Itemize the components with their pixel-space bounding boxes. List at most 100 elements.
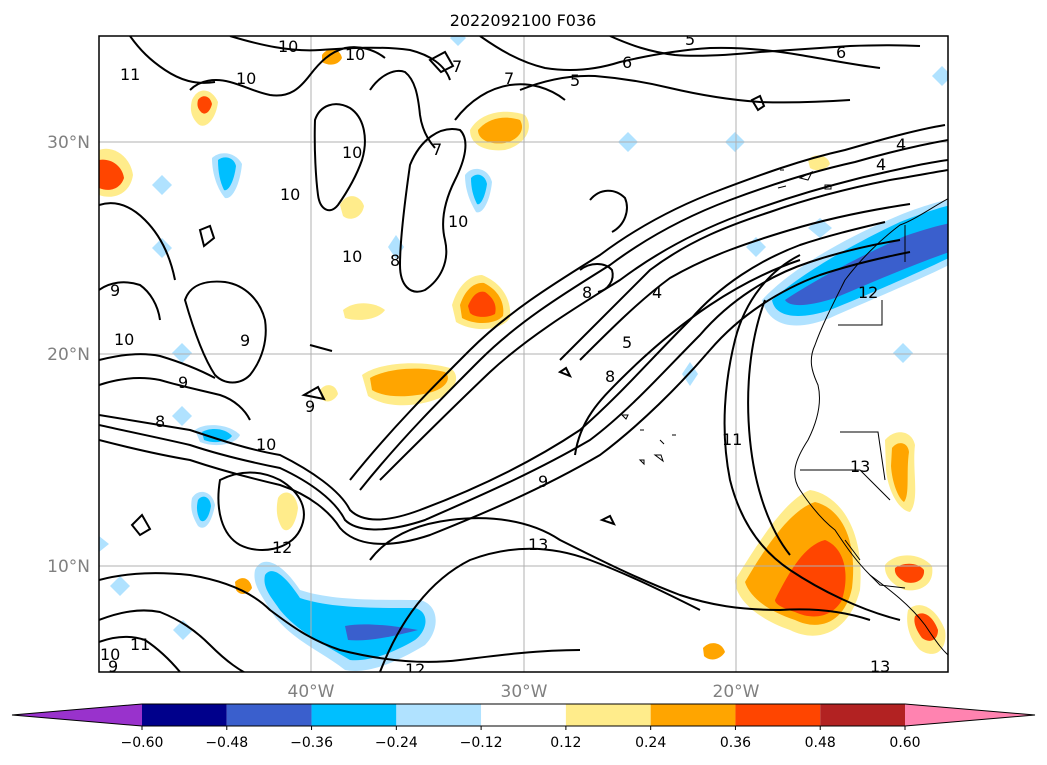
negative-anomaly-spot-8 (172, 406, 192, 426)
positive-anomaly-west-africa-inner (775, 540, 846, 617)
contour-label: 8 (605, 367, 615, 386)
coastline-africa (794, 198, 948, 656)
contour-label: 10 (256, 435, 276, 454)
positive-anomaly-northwest-core (99, 159, 124, 190)
contour-label: 7 (432, 140, 442, 159)
contour-label: 12 (858, 283, 878, 302)
contour-label: 11 (120, 65, 140, 84)
contour-line (99, 572, 581, 663)
contour-label: 10 (278, 37, 298, 56)
contour-label: 10 (342, 143, 362, 162)
colorbar: −0.60 −0.48 −0.36 −0.24 −0.12 0.12 0.24 0.36 0.4… (11, 703, 1036, 751)
contour-label: 4 (896, 135, 906, 154)
colorbar-segment (820, 704, 905, 726)
lat-label-20n: 20°N (47, 345, 90, 365)
positive-anomaly-small-6-core (891, 443, 909, 502)
contour-line (398, 128, 467, 293)
colorbar-tick-label: 0.60 (889, 735, 920, 751)
negative-anomaly-band-northeast-inner (785, 223, 948, 305)
contour-label: 10 (236, 69, 256, 88)
lat-label-30n: 30°N (47, 133, 90, 153)
negative-anomaly-spot-16 (110, 576, 130, 596)
colorbar-segment (396, 704, 482, 726)
contour-label: 10 (114, 330, 134, 349)
contour-line (99, 353, 216, 379)
contour-label: 5 (570, 71, 580, 90)
positive-anomaly-small-2 (340, 196, 364, 219)
contour-label: 8 (390, 251, 400, 270)
contour-label: 10 (448, 212, 468, 231)
contour-line (369, 517, 871, 621)
contour-line (428, 50, 455, 74)
contour-line (99, 376, 251, 421)
map-panel: 11 10 10 10 10 10 10 10 10 10 9 9 9 9 8 … (98, 35, 949, 679)
contour-label: 10 (342, 247, 362, 266)
map-frame (98, 35, 949, 673)
contour-line (574, 259, 801, 456)
positive-anomaly-small-1-core (197, 96, 212, 114)
positive-anomaly-small-9 (703, 643, 725, 660)
contour-line (99, 609, 246, 672)
negative-anomaly-spot-20 (450, 36, 466, 46)
colorbar-tick-label: 0.36 (720, 735, 751, 751)
negative-anomaly-spot-17 (173, 620, 193, 640)
contour-line (579, 203, 911, 361)
contour-label: 4 (876, 155, 886, 174)
contour-line (579, 263, 614, 293)
gridlines (99, 36, 948, 672)
colorbar-segment (481, 704, 566, 726)
contour-line (454, 83, 566, 121)
colorbar-tick-label: −0.12 (460, 735, 503, 751)
contour-label: 12 (405, 660, 425, 679)
colorbar-segment (311, 704, 397, 726)
contour-line (369, 70, 436, 149)
colorbar-tick-label: 0.12 (550, 735, 581, 751)
latitude-labels: 30°N 20°N 10°N (47, 133, 90, 577)
colorbar-segment (142, 704, 227, 726)
colorbar-tick-label: 0.24 (635, 735, 666, 751)
contour-line (519, 74, 851, 104)
contour-line (130, 513, 152, 537)
contour-line (198, 224, 216, 248)
lon-label-40w: 40°W (288, 682, 335, 702)
contour-line (183, 280, 267, 384)
contour-label: 9 (108, 657, 118, 676)
contour-label: 9 (538, 472, 548, 491)
contour-label: 11 (722, 430, 742, 449)
contour-line (747, 299, 791, 556)
contour-line (129, 36, 216, 84)
positive-anomaly-small-3 (343, 303, 385, 320)
contour-label: 9 (110, 281, 120, 300)
contour-line (349, 124, 946, 481)
coastline-canary-islands (777, 169, 832, 190)
contour-label: 9 (305, 397, 315, 416)
colorbar-segment (565, 704, 651, 726)
negative-anomaly-spot-13 (893, 343, 913, 363)
colorbar-tick-label: −0.48 (205, 735, 248, 751)
contour-label: 13 (528, 535, 548, 554)
colorbar-segment (735, 704, 821, 726)
contour-line (723, 254, 901, 621)
contour-label: 8 (582, 283, 592, 302)
contour-line (99, 281, 161, 321)
positive-anomaly-small-12 (808, 155, 830, 171)
contour-line (750, 94, 766, 112)
negative-anomaly-spot-5 (152, 175, 172, 195)
contour-label: 6 (622, 53, 632, 72)
contour-line (99, 635, 181, 672)
negative-anomaly-spot-4-core (196, 496, 211, 522)
colorbar-segment (650, 704, 736, 726)
contour-label: 10 (100, 645, 120, 664)
lat-label-10n: 10°N (47, 557, 90, 577)
lon-label-30w: 30°W (501, 682, 548, 702)
colorbar-segment (226, 704, 312, 726)
contour-line (99, 221, 886, 521)
contour-label: 8 (155, 412, 165, 431)
contour-label: 10 (280, 185, 300, 204)
contour-line (217, 471, 305, 551)
coastline-inland-boundary (800, 225, 906, 589)
positive-anomaly-small-4 (322, 49, 342, 65)
contour-line (589, 189, 628, 233)
positive-anomaly-central-inner (468, 291, 496, 317)
